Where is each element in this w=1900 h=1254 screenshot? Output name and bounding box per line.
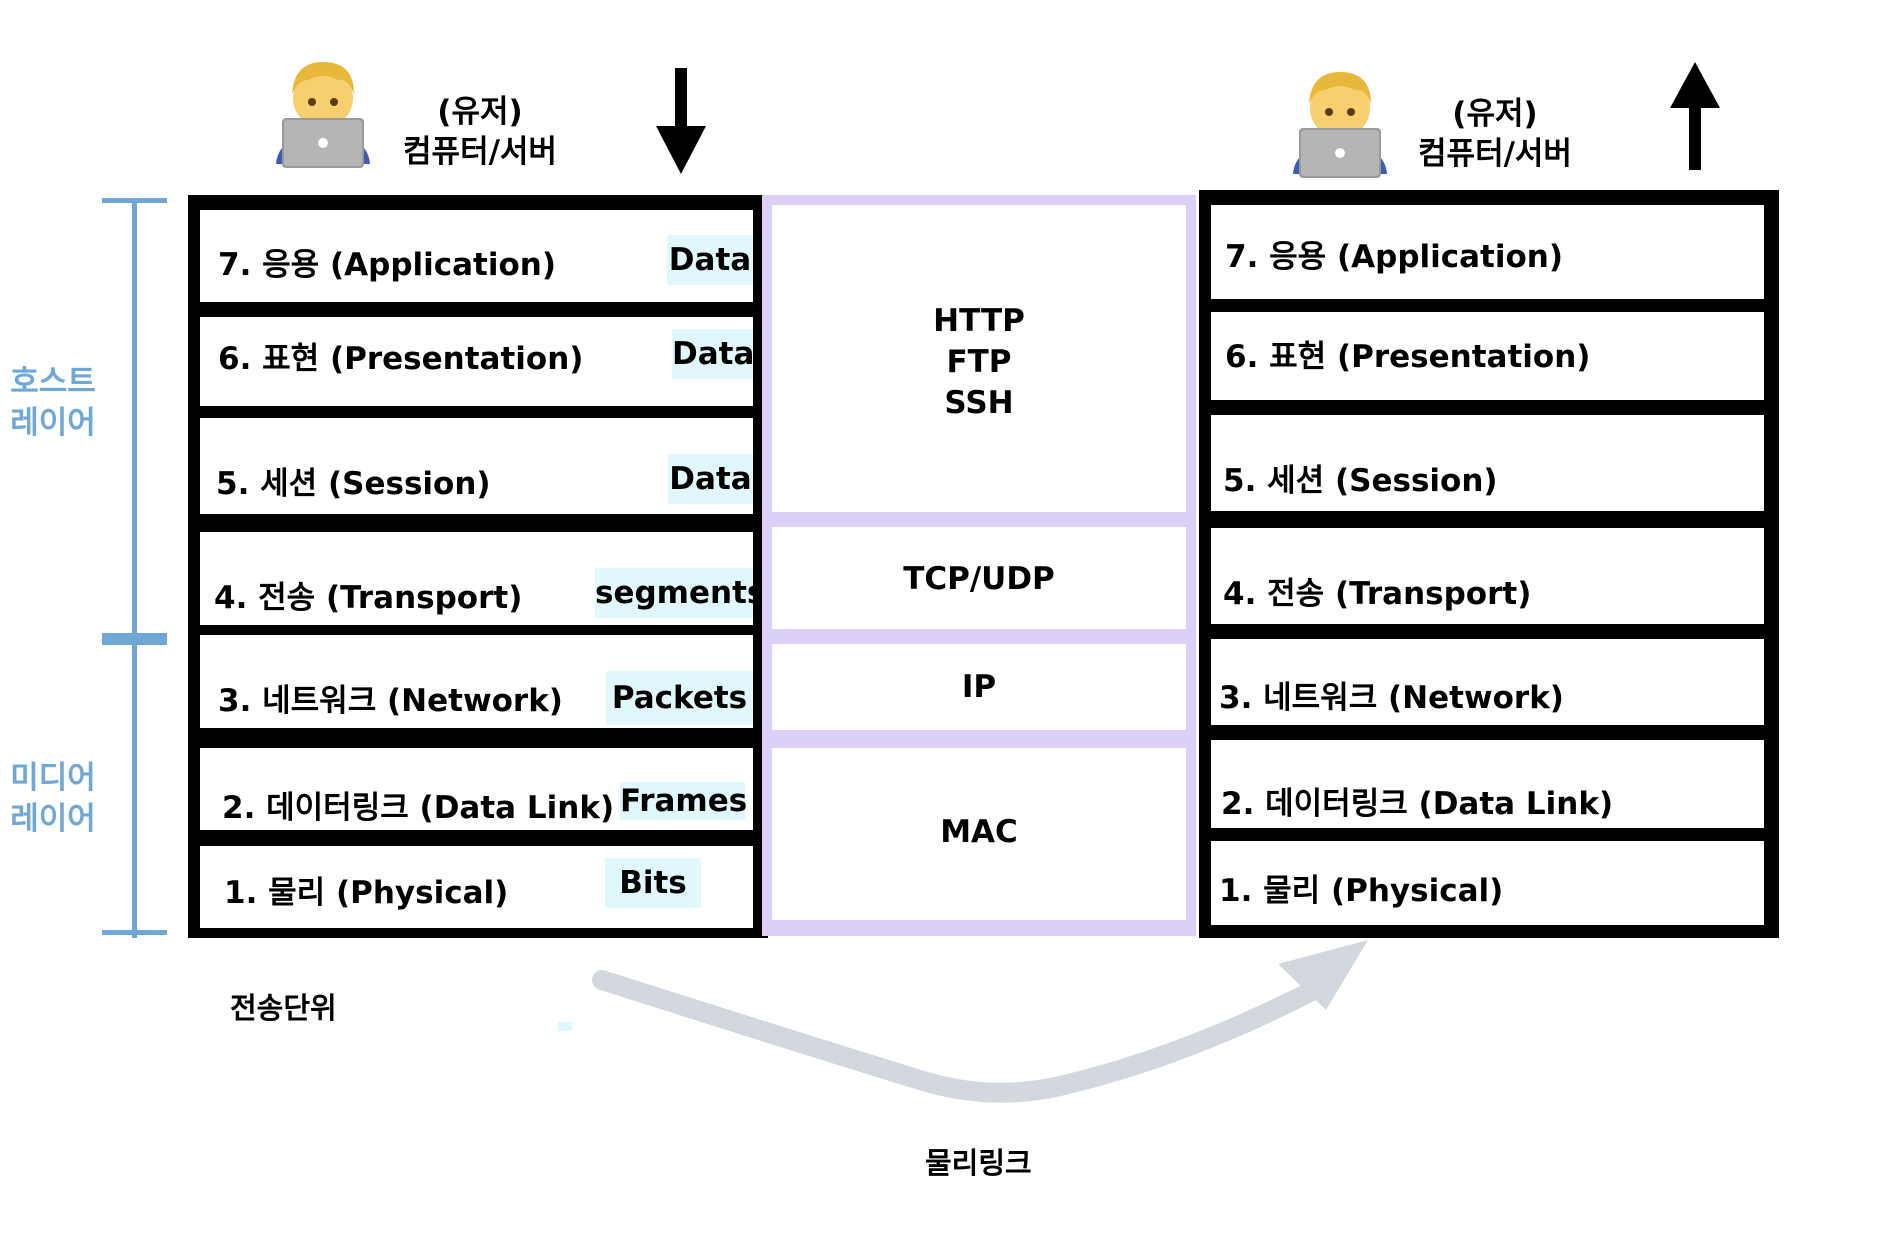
user-right-device: 컴퓨터/서버: [1418, 136, 1572, 172]
media-layer-line2: 레이어: [10, 801, 96, 837]
left-layer-label: 5. 세션 (Session): [216, 466, 491, 502]
person-with-laptop-icon: [276, 62, 370, 168]
transfer-unit-badge: segments: [595, 568, 765, 618]
protocol-ssh: SSH: [944, 385, 1014, 421]
left-layer-label: 7. 응용 (Application): [218, 247, 557, 283]
protocol-mac: MAC: [940, 814, 1018, 850]
curved-arrow-icon: [592, 940, 1368, 1103]
protocol-ip: IP: [961, 669, 997, 705]
protocol-network: IP: [772, 644, 1186, 730]
left-layer-transport: 4. 전송 (Transport) segments: [200, 532, 765, 625]
transfer-unit-badge: Bits: [605, 858, 701, 908]
protocol-column: HTTP FTP SSH TCP/UDP IP MAC: [762, 195, 1196, 936]
left-layer-physical: 1. 물리 (Physical) Bits: [200, 846, 753, 928]
layer-bracket: [102, 198, 167, 938]
left-layer-label: 2. 데이터링크 (Data Link): [222, 790, 615, 826]
protocol-link: MAC: [772, 748, 1186, 920]
right-layer-presentation: 6. 표현 (Presentation): [1211, 312, 1764, 400]
right-osi-stack: 7. 응용 (Application) 6. 표현 (Presentation)…: [1199, 190, 1779, 938]
right-layer-label: 2. 데이터링크 (Data Link): [1221, 786, 1614, 822]
arrow-up-icon: [1670, 62, 1720, 170]
user-left: [268, 52, 378, 172]
left-layer-label: 6. 표현 (Presentation): [218, 341, 584, 377]
user-right-role: (유저): [1452, 96, 1538, 132]
physical-link-caption: 물리링크: [925, 1146, 1032, 1180]
arrow-down-icon: [656, 68, 706, 174]
transfer-unit-badge: Data: [667, 235, 753, 285]
user-right-label: (유저) 컴퓨터/서버: [1385, 94, 1605, 174]
right-layer-label: 5. 세션 (Session): [1223, 463, 1498, 499]
transfer-unit-caption: 전송단위: [230, 991, 337, 1025]
host-layer-label: 호스트 레이어: [8, 362, 98, 444]
host-layer-line1: 호스트: [10, 364, 96, 400]
left-layer-session: 5. 세션 (Session) Data: [200, 418, 753, 514]
transfer-unit-badge: Data: [668, 454, 753, 504]
user-left-role: (유저): [437, 94, 523, 130]
left-layer-label: 3. 네트워크 (Network): [218, 683, 563, 719]
left-layer-label: 1. 물리 (Physical): [224, 875, 509, 911]
person-with-laptop-icon: [1293, 72, 1387, 178]
right-layer-physical: 1. 물리 (Physical): [1211, 841, 1764, 925]
right-layer-application: 7. 응용 (Application): [1211, 205, 1764, 299]
user-left-label: (유저) 컴퓨터/서버: [370, 92, 590, 172]
right-layer-network: 3. 네트워크 (Network): [1211, 639, 1764, 725]
right-layer-transport: 4. 전송 (Transport): [1211, 528, 1764, 624]
left-osi-stack: 7. 응용 (Application) Data 6. 표현 (Presenta…: [188, 195, 768, 938]
protocol-app: HTTP FTP SSH: [772, 205, 1186, 512]
protocol-ftp: FTP: [946, 344, 1012, 380]
left-layer-label: 4. 전송 (Transport): [214, 580, 523, 616]
left-layer-network: 3. 네트워크 (Network) Packets: [200, 635, 753, 728]
right-layer-label: 1. 물리 (Physical): [1219, 873, 1504, 909]
decorative-dot: [558, 1022, 572, 1031]
right-layer-datalink: 2. 데이터링크 (Data Link): [1211, 740, 1764, 828]
transfer-unit-badge: Frames: [620, 782, 748, 820]
protocol-http: HTTP: [933, 303, 1025, 339]
protocol-tcp-udp: TCP/UDP: [903, 561, 1055, 597]
left-layer-datalink: 2. 데이터링크 (Data Link) Frames: [200, 748, 753, 830]
transfer-unit-badge: Data: [672, 329, 754, 379]
host-layer-line2: 레이어: [10, 405, 96, 441]
left-layer-presentation: 6. 표현 (Presentation) Data: [200, 317, 754, 406]
right-layer-session: 5. 세션 (Session): [1211, 415, 1764, 511]
user-right: [1285, 62, 1395, 182]
protocol-transport: TCP/UDP: [772, 527, 1186, 629]
right-layer-label: 6. 표현 (Presentation): [1225, 339, 1591, 375]
right-layer-label: 7. 응용 (Application): [1225, 239, 1564, 275]
left-layer-application: 7. 응용 (Application) Data: [200, 210, 753, 302]
user-left-device: 컴퓨터/서버: [403, 134, 557, 170]
media-layer-label: 미디어 레이어: [8, 758, 98, 840]
right-layer-label: 4. 전송 (Transport): [1223, 576, 1532, 612]
media-layer-line1: 미디어: [10, 760, 96, 796]
transfer-unit-badge: Packets: [606, 671, 753, 725]
right-layer-label: 3. 네트워크 (Network): [1219, 680, 1564, 716]
